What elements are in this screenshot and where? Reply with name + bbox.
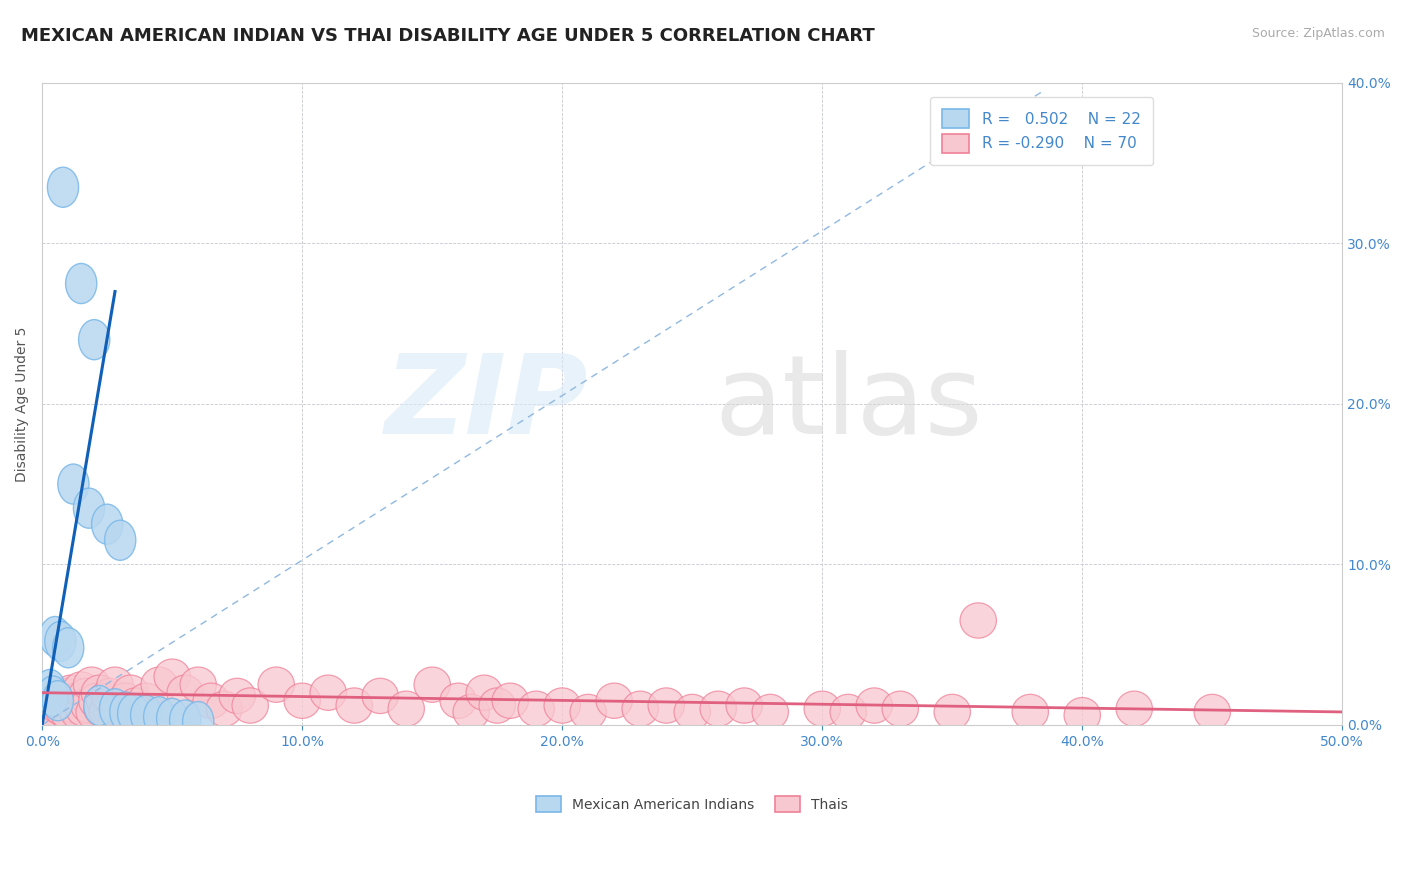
- Ellipse shape: [1194, 694, 1230, 730]
- Ellipse shape: [141, 667, 177, 702]
- Ellipse shape: [193, 683, 229, 718]
- Ellipse shape: [492, 683, 529, 718]
- Ellipse shape: [73, 488, 104, 528]
- Ellipse shape: [440, 683, 477, 718]
- Text: Source: ZipAtlas.com: Source: ZipAtlas.com: [1251, 27, 1385, 40]
- Ellipse shape: [128, 683, 165, 718]
- Ellipse shape: [110, 692, 141, 732]
- Ellipse shape: [1012, 694, 1049, 730]
- Ellipse shape: [112, 675, 149, 710]
- Ellipse shape: [37, 694, 73, 730]
- Ellipse shape: [104, 520, 136, 560]
- Ellipse shape: [180, 667, 217, 702]
- Ellipse shape: [73, 667, 110, 702]
- Ellipse shape: [648, 688, 685, 723]
- Ellipse shape: [804, 691, 841, 726]
- Ellipse shape: [70, 688, 107, 723]
- Ellipse shape: [48, 678, 84, 714]
- Ellipse shape: [934, 694, 970, 730]
- Ellipse shape: [45, 691, 82, 726]
- Ellipse shape: [42, 681, 73, 721]
- Ellipse shape: [167, 675, 204, 710]
- Ellipse shape: [118, 688, 155, 723]
- Ellipse shape: [232, 688, 269, 723]
- Ellipse shape: [76, 694, 112, 730]
- Ellipse shape: [34, 669, 66, 709]
- Ellipse shape: [413, 667, 450, 702]
- Ellipse shape: [52, 628, 84, 668]
- Ellipse shape: [207, 691, 242, 726]
- Ellipse shape: [42, 683, 79, 718]
- Ellipse shape: [517, 691, 554, 726]
- Ellipse shape: [465, 675, 502, 710]
- Ellipse shape: [219, 678, 256, 714]
- Ellipse shape: [63, 672, 100, 707]
- Ellipse shape: [84, 691, 120, 726]
- Ellipse shape: [55, 688, 91, 723]
- Ellipse shape: [882, 691, 918, 726]
- Ellipse shape: [1064, 698, 1101, 733]
- Ellipse shape: [596, 683, 633, 718]
- Text: MEXICAN AMERICAN INDIAN VS THAI DISABILITY AGE UNDER 5 CORRELATION CHART: MEXICAN AMERICAN INDIAN VS THAI DISABILI…: [21, 27, 875, 45]
- Ellipse shape: [86, 683, 122, 718]
- Ellipse shape: [156, 698, 188, 739]
- Ellipse shape: [32, 691, 69, 726]
- Ellipse shape: [118, 693, 149, 733]
- Ellipse shape: [79, 319, 110, 359]
- Ellipse shape: [100, 689, 131, 729]
- Ellipse shape: [856, 688, 893, 723]
- Ellipse shape: [39, 688, 76, 723]
- Ellipse shape: [183, 701, 214, 741]
- Ellipse shape: [48, 167, 79, 207]
- Ellipse shape: [58, 464, 89, 504]
- Ellipse shape: [830, 694, 866, 730]
- Ellipse shape: [69, 678, 104, 714]
- Ellipse shape: [45, 622, 76, 661]
- Ellipse shape: [79, 683, 115, 718]
- Ellipse shape: [52, 675, 89, 710]
- Ellipse shape: [122, 694, 159, 730]
- Ellipse shape: [170, 700, 201, 740]
- Text: atlas: atlas: [714, 351, 983, 458]
- Ellipse shape: [143, 697, 174, 737]
- Ellipse shape: [309, 675, 346, 710]
- Ellipse shape: [103, 691, 138, 726]
- Ellipse shape: [1116, 691, 1153, 726]
- Ellipse shape: [66, 691, 103, 726]
- Ellipse shape: [91, 678, 128, 714]
- Y-axis label: Disability Age Under 5: Disability Age Under 5: [15, 326, 30, 482]
- Ellipse shape: [388, 691, 425, 726]
- Ellipse shape: [479, 688, 516, 723]
- Ellipse shape: [361, 678, 398, 714]
- Legend: Mexican American Indians, Thais: Mexican American Indians, Thais: [529, 789, 855, 820]
- Ellipse shape: [51, 694, 86, 730]
- Ellipse shape: [37, 676, 69, 716]
- Text: ZIP: ZIP: [385, 351, 588, 458]
- Ellipse shape: [97, 667, 134, 702]
- Ellipse shape: [544, 688, 581, 723]
- Ellipse shape: [752, 694, 789, 730]
- Ellipse shape: [131, 695, 162, 735]
- Ellipse shape: [259, 667, 294, 702]
- Ellipse shape: [700, 691, 737, 726]
- Ellipse shape: [84, 685, 115, 725]
- Ellipse shape: [453, 694, 489, 730]
- Ellipse shape: [82, 675, 118, 710]
- Ellipse shape: [91, 504, 122, 544]
- Ellipse shape: [60, 694, 97, 730]
- Ellipse shape: [155, 659, 190, 694]
- Ellipse shape: [39, 616, 70, 657]
- Ellipse shape: [107, 683, 143, 718]
- Ellipse shape: [725, 688, 762, 723]
- Ellipse shape: [58, 683, 94, 718]
- Ellipse shape: [89, 694, 125, 730]
- Ellipse shape: [673, 694, 710, 730]
- Ellipse shape: [66, 263, 97, 303]
- Ellipse shape: [284, 683, 321, 718]
- Ellipse shape: [569, 694, 606, 730]
- Ellipse shape: [336, 688, 373, 723]
- Ellipse shape: [960, 603, 997, 638]
- Ellipse shape: [621, 691, 658, 726]
